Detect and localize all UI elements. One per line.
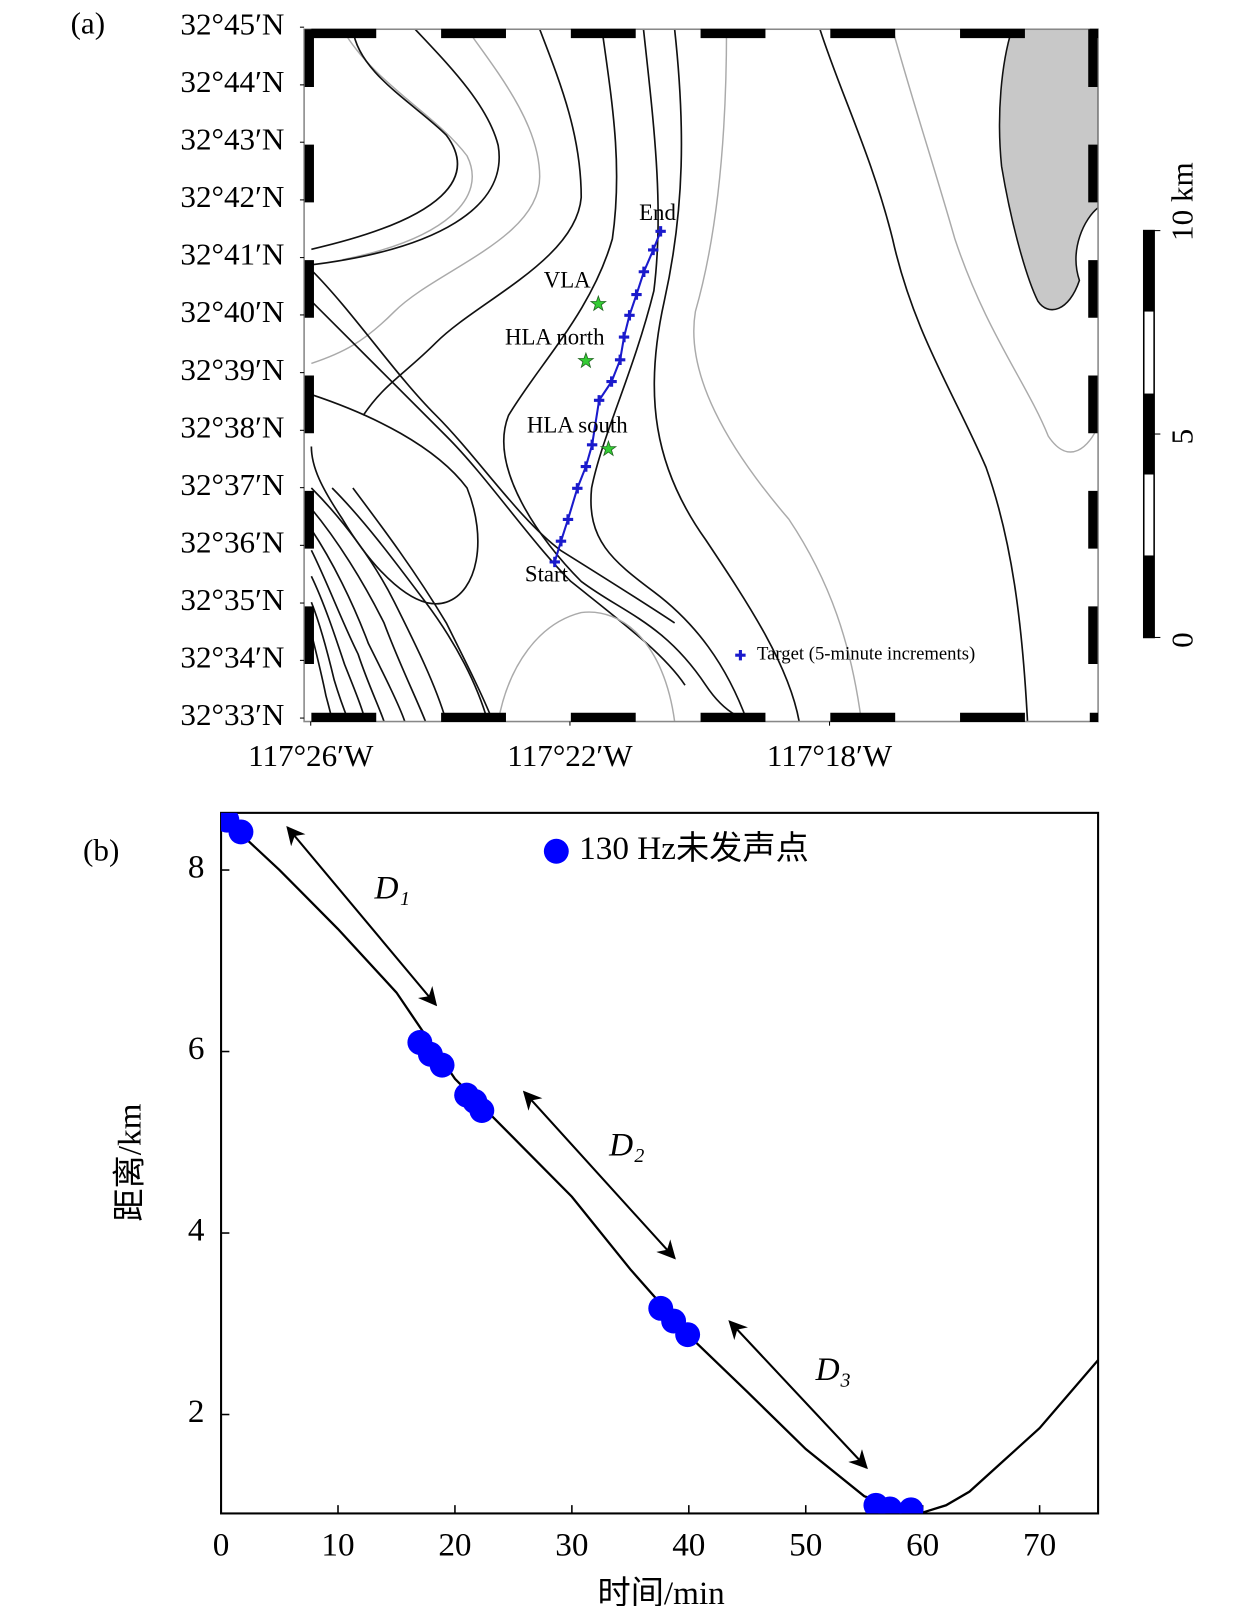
y-tick-label: 32°42′N: [180, 179, 284, 214]
annotation: D₂: [608, 1127, 645, 1164]
scatter-point: [429, 1052, 455, 1078]
x-tick-label: 60: [906, 1526, 939, 1563]
map-frame-pattern: [311, 28, 1099, 723]
station-label: HLA north: [505, 324, 605, 349]
track-point: [549, 556, 560, 568]
series: [221, 814, 1099, 1514]
line: [221, 814, 1099, 1514]
track-point: [655, 226, 666, 237]
scatter-point: [675, 1322, 701, 1348]
station-marker: [589, 294, 607, 312]
track-point: [586, 439, 598, 451]
track-point: [618, 331, 630, 343]
y-tick-label: 32°37′N: [180, 467, 284, 502]
track-point: [593, 395, 605, 406]
y-tick-label: 32°45′N: [180, 6, 284, 41]
annotation-arrows: [286, 825, 868, 1470]
y-tick-label: 32°44′N: [180, 64, 284, 99]
panel-label: (a): [71, 5, 106, 40]
y-tick-label: 4: [188, 1212, 205, 1249]
station-marker: [577, 351, 595, 369]
track-point: [624, 310, 635, 321]
y-tick-label: 32°36′N: [180, 524, 284, 559]
y-tick-label: 32°39′N: [180, 352, 284, 387]
y-tick-label: 32°35′N: [180, 582, 284, 617]
track-point: [648, 244, 659, 256]
y-tick-label: 32°41′N: [180, 237, 284, 272]
panel-label: (b): [83, 832, 119, 867]
scale-label: 0: [1164, 632, 1199, 648]
y-tick-label: 8: [188, 849, 205, 886]
y-axis-label: 距离/km: [111, 1103, 148, 1221]
station-label: HLA south: [527, 412, 628, 437]
x-tick-label: 50: [789, 1526, 822, 1563]
x-tick-label: 10: [321, 1526, 354, 1563]
y-tick-label: 6: [188, 1030, 205, 1067]
series: [221, 812, 924, 1514]
x-tick-label: 117°22′W: [507, 738, 633, 773]
annotation: D₁: [374, 869, 411, 906]
y-tick-label: 2: [188, 1393, 205, 1430]
x-axis-label: 时间/min: [597, 1575, 725, 1606]
track-point: [555, 536, 567, 547]
x-tick-label: 40: [672, 1526, 705, 1563]
scale-bar: [1142, 229, 1155, 639]
y-tick-label: 32°34′N: [180, 640, 284, 675]
scatter-point: [469, 1098, 495, 1123]
track-point: [606, 376, 617, 387]
legend-marker: [543, 838, 569, 864]
y-tick-label: 32°38′N: [180, 409, 284, 444]
scale-label: 10 km: [1164, 162, 1199, 241]
scale-label: 5: [1164, 429, 1199, 445]
legend-label: 130 Hz未发声点: [579, 830, 809, 867]
track-point: [572, 483, 583, 494]
start-label: Start: [525, 562, 569, 587]
station-label: VLA: [544, 267, 591, 292]
x-tick-label: 20: [438, 1526, 471, 1563]
station-marker: [599, 439, 618, 457]
x-tick-label: 30: [555, 1526, 588, 1563]
target-label: Target (5-minute increments): [757, 643, 975, 664]
track-point: [562, 514, 574, 525]
target-marker: [735, 650, 746, 661]
x-tick-label: 70: [1023, 1526, 1056, 1563]
map-background: [304, 29, 1099, 722]
end-label: End: [639, 200, 676, 225]
track-point: [638, 266, 650, 277]
scatter-point: [228, 819, 254, 845]
y-tick-label: 32°43′N: [180, 121, 284, 156]
scatter-point: [898, 1497, 924, 1514]
y-tick-label: 32°40′N: [180, 294, 284, 329]
x-tick-label: 117°18′W: [767, 738, 893, 773]
track-point: [631, 289, 642, 300]
plot-frame: [220, 811, 1100, 1515]
y-tick-label: 32°33′N: [180, 697, 284, 732]
annotation: D₃: [815, 1351, 852, 1388]
track-point: [580, 461, 592, 472]
track-point: [614, 354, 626, 366]
scatter-point: [877, 1496, 903, 1514]
x-tick-label: 0: [213, 1526, 230, 1563]
x-tick-label: 117°26′W: [248, 738, 374, 773]
